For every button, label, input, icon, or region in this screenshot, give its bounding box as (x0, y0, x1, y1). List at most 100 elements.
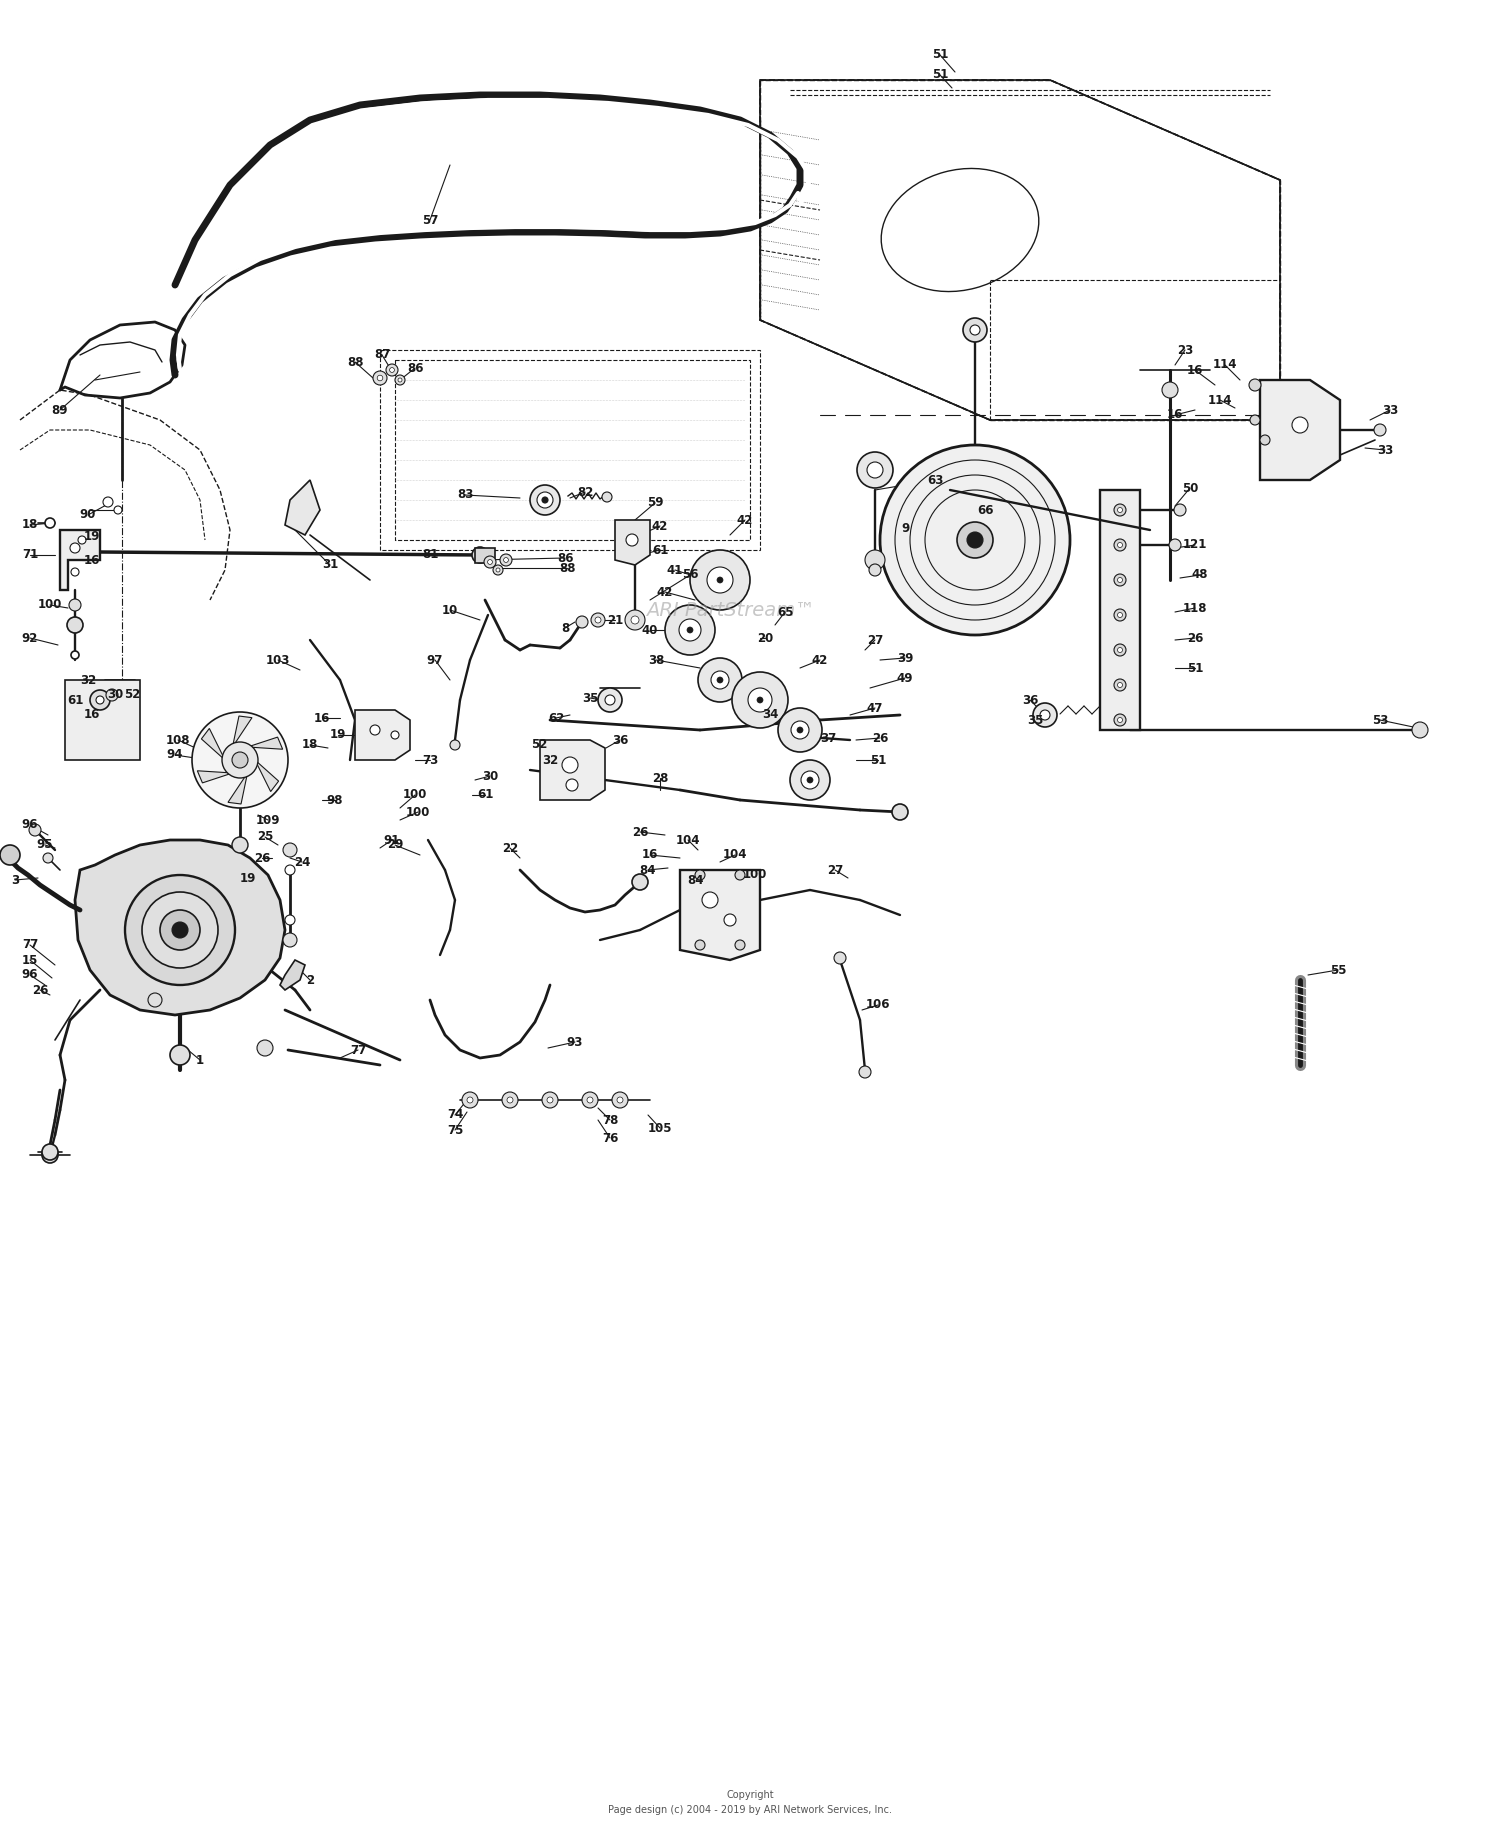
Circle shape (170, 1045, 190, 1065)
Circle shape (680, 619, 700, 641)
Text: Page design (c) 2004 - 2019 by ARI Network Services, Inc.: Page design (c) 2004 - 2019 by ARI Netwo… (608, 1805, 892, 1814)
Circle shape (626, 610, 645, 630)
Circle shape (1174, 504, 1186, 515)
Circle shape (90, 691, 110, 711)
Circle shape (256, 1040, 273, 1056)
Circle shape (790, 722, 808, 738)
Text: 29: 29 (387, 839, 404, 851)
Circle shape (880, 446, 1070, 636)
Text: 33: 33 (1382, 404, 1398, 417)
Polygon shape (356, 711, 410, 760)
Text: 32: 32 (542, 753, 558, 767)
Circle shape (801, 771, 819, 789)
Text: 48: 48 (1191, 568, 1209, 581)
Text: 21: 21 (608, 614, 622, 627)
Circle shape (1114, 643, 1126, 656)
Circle shape (892, 804, 908, 820)
Circle shape (494, 565, 502, 576)
Text: 84: 84 (687, 873, 703, 886)
Text: 121: 121 (1184, 539, 1208, 552)
Text: 31: 31 (322, 559, 338, 572)
Text: 90: 90 (80, 508, 96, 521)
Circle shape (698, 658, 742, 702)
Circle shape (790, 760, 830, 800)
Text: 61: 61 (68, 694, 82, 707)
Circle shape (106, 689, 118, 702)
Circle shape (69, 599, 81, 610)
Text: 95: 95 (36, 839, 54, 851)
Text: 84: 84 (639, 864, 657, 877)
Circle shape (370, 725, 380, 734)
Text: 39: 39 (897, 652, 914, 665)
Circle shape (232, 837, 248, 853)
Bar (380, 351, 760, 550)
Circle shape (537, 491, 554, 508)
Circle shape (1114, 539, 1126, 552)
Text: 57: 57 (422, 214, 438, 227)
Text: 10: 10 (442, 603, 458, 616)
Circle shape (970, 325, 980, 334)
Bar (64, 680, 140, 760)
Text: 51: 51 (1186, 661, 1203, 674)
Text: 81: 81 (422, 548, 438, 561)
Circle shape (44, 853, 52, 862)
Bar (394, 360, 750, 541)
Polygon shape (1260, 380, 1340, 481)
Text: 76: 76 (602, 1131, 618, 1144)
Circle shape (530, 484, 560, 515)
Circle shape (735, 870, 746, 881)
Text: 19: 19 (240, 871, 256, 884)
Text: 106: 106 (865, 999, 891, 1012)
Text: 16: 16 (1167, 409, 1184, 422)
Circle shape (591, 614, 604, 627)
Circle shape (222, 742, 258, 778)
Text: 109: 109 (255, 813, 280, 826)
Circle shape (42, 1147, 58, 1164)
Circle shape (632, 873, 648, 890)
Circle shape (450, 740, 460, 751)
Circle shape (548, 1096, 554, 1104)
Circle shape (1118, 508, 1122, 513)
Text: 92: 92 (22, 632, 38, 645)
Text: 20: 20 (758, 632, 772, 645)
Circle shape (96, 696, 104, 703)
Text: 61: 61 (652, 543, 668, 557)
Polygon shape (201, 729, 225, 760)
Circle shape (1118, 647, 1122, 652)
Text: 19: 19 (84, 530, 100, 543)
Text: 9: 9 (902, 521, 909, 535)
Circle shape (758, 696, 764, 703)
Circle shape (392, 731, 399, 738)
Circle shape (1114, 608, 1126, 621)
Circle shape (735, 941, 746, 950)
Text: 50: 50 (1182, 482, 1198, 495)
Circle shape (632, 616, 639, 625)
Circle shape (0, 846, 20, 864)
Circle shape (868, 565, 880, 576)
Text: 77: 77 (350, 1043, 366, 1056)
Text: 30: 30 (482, 769, 498, 782)
Text: 42: 42 (812, 654, 828, 667)
Polygon shape (280, 959, 304, 990)
Text: 34: 34 (762, 709, 778, 722)
Text: 55: 55 (1329, 963, 1347, 976)
Circle shape (566, 778, 578, 791)
Text: 88: 88 (346, 356, 363, 369)
Text: 51: 51 (932, 49, 948, 62)
Circle shape (374, 371, 387, 385)
Circle shape (1250, 378, 1262, 391)
Circle shape (626, 533, 638, 546)
Text: 16: 16 (84, 554, 100, 566)
Polygon shape (232, 716, 252, 747)
Circle shape (1118, 543, 1122, 548)
Text: 25: 25 (256, 831, 273, 844)
Circle shape (717, 577, 723, 583)
Circle shape (562, 756, 578, 773)
Circle shape (694, 870, 705, 881)
Text: 42: 42 (652, 519, 668, 532)
Circle shape (1250, 415, 1260, 426)
Circle shape (42, 1144, 58, 1160)
Polygon shape (285, 481, 320, 535)
Text: 26: 26 (871, 731, 888, 744)
Text: 41: 41 (668, 563, 682, 577)
